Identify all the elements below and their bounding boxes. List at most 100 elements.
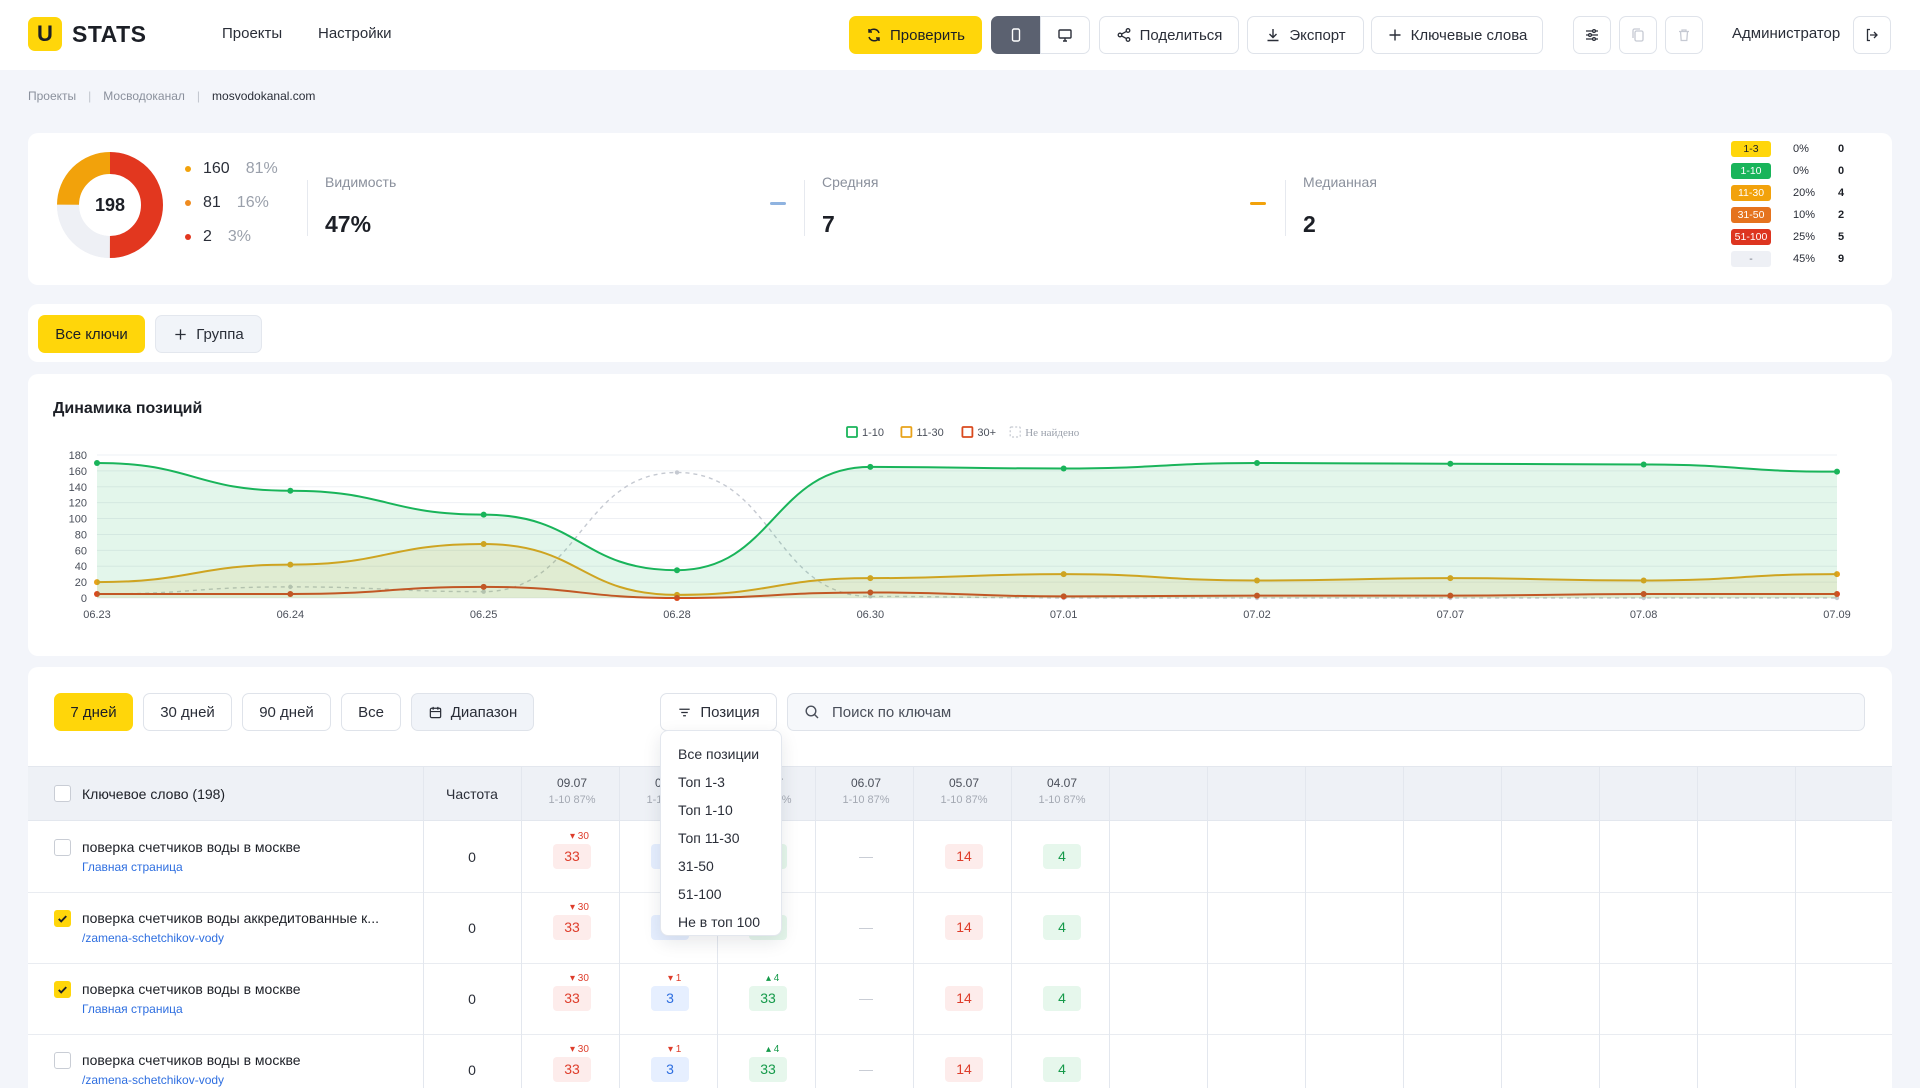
breadcrumb-separator: | (196, 89, 201, 103)
keyword-url-link[interactable]: Главная страница (82, 860, 183, 874)
position-badge[interactable]: 33 (749, 1057, 787, 1082)
range-row: - 45% 9 (1731, 251, 1844, 267)
position-badge[interactable]: 3 (651, 1057, 689, 1082)
position-badge[interactable]: 14 (945, 915, 983, 940)
position-badge[interactable]: 14 (945, 986, 983, 1011)
position-badge[interactable]: 33 (553, 844, 591, 869)
date-column-header[interactable]: 04.07 1-10 87% (1013, 776, 1111, 806)
column-divider (1305, 766, 1306, 1088)
breadcrumb-project[interactable]: Мосводоканал (103, 89, 185, 103)
frequency-value: 0 (468, 1062, 476, 1078)
position-badge[interactable]: 4 (1043, 844, 1081, 869)
plus-icon (1389, 29, 1401, 41)
select-all-checkbox[interactable] (54, 785, 71, 802)
legend-item: 160 81% (185, 160, 278, 178)
date-column-header[interactable]: 06.07 1-10 87% (817, 776, 915, 806)
position-badge[interactable]: 33 (749, 986, 787, 1011)
position-badge[interactable]: 4 (1043, 915, 1081, 940)
mobile-view-button[interactable] (991, 16, 1041, 54)
export-button[interactable]: Экспорт (1247, 16, 1364, 54)
nav-settings[interactable]: Настройки (318, 25, 392, 42)
menu-item-not-in-top-100[interactable]: Не в топ 100 (678, 914, 760, 930)
add-group-button[interactable]: Группа (155, 315, 262, 353)
data-point (1640, 591, 1647, 598)
filters-settings-button[interactable] (1573, 16, 1611, 54)
range-pct: 20% (1793, 187, 1816, 199)
check-button[interactable]: Проверить (849, 16, 982, 54)
keyword-text: поверка счетчиков воды в москве (82, 1052, 301, 1068)
menu-item-all-positions[interactable]: Все позиции (678, 746, 760, 762)
keyword-url-link[interactable]: /zamena-schetchikov-vody (82, 931, 225, 945)
position-badge[interactable]: 4 (1043, 986, 1081, 1011)
position-badge[interactable]: 4 (1043, 1057, 1081, 1082)
search-input[interactable] (832, 703, 1732, 721)
legend-item[interactable]: Не найдено (1009, 426, 1080, 439)
legend-item[interactable]: 11-30 (900, 426, 944, 439)
logo[interactable]: U STATS (28, 17, 146, 51)
keyword-search[interactable] (787, 693, 1865, 731)
keyword-url-link[interactable]: Главная страница (82, 1002, 183, 1016)
period-all-button[interactable]: Все (341, 693, 401, 731)
position-change: ▾ 30 (570, 902, 589, 913)
keyword-url-link[interactable]: /zamena-schetchikov-vody (82, 1073, 225, 1087)
legend-label: 1-10 (862, 427, 884, 439)
legend-swatch (961, 426, 974, 438)
range-count: 9 (1838, 253, 1845, 265)
logout-button[interactable] (1853, 16, 1891, 54)
position-filter-label: Позиция (700, 703, 760, 721)
range-row: 51-100 25% 5 (1731, 229, 1844, 245)
date-column-header[interactable]: 09.07 1-10 87% (523, 776, 621, 806)
row-checkbox[interactable] (54, 981, 71, 998)
range-row: 31-50 10% 2 (1731, 207, 1844, 223)
menu-item-31-50[interactable]: 31-50 (678, 858, 714, 874)
legend-item[interactable]: 30+ (961, 426, 996, 439)
menu-item-top-1-3[interactable]: Топ 1-3 (678, 774, 725, 790)
date-column-header[interactable]: 05.07 1-10 87% (915, 776, 1013, 806)
position-badge[interactable]: 3 (651, 986, 689, 1011)
breadcrumb-projects[interactable]: Проекты (28, 89, 77, 103)
row-checkbox[interactable] (54, 910, 71, 927)
x-tick-label: 07.01 (1050, 609, 1078, 621)
range-pct: 45% (1793, 253, 1816, 265)
add-keywords-button[interactable]: Ключевые слова (1371, 16, 1543, 54)
frequency-column-header[interactable]: Частота (446, 786, 498, 802)
row-checkbox[interactable] (54, 1052, 71, 1069)
nav-projects[interactable]: Проекты (222, 25, 283, 42)
top-header: U STATS Проекты Настройки Проверить Поде… (0, 0, 1920, 70)
range-badge: 11-30 (1731, 185, 1771, 201)
column-divider (1403, 766, 1404, 1088)
desktop-view-button[interactable] (1040, 16, 1090, 54)
period-7-button[interactable]: 7 дней (54, 693, 133, 731)
period-30-button[interactable]: 30 дней (143, 693, 232, 731)
period-90-button[interactable]: 90 дней (242, 693, 331, 731)
copy-button[interactable] (1619, 16, 1657, 54)
legend-item: 2 3% (185, 228, 251, 246)
menu-item-top-1-10[interactable]: Топ 1-10 (678, 802, 733, 818)
data-point (674, 567, 680, 574)
donut-total: 198 (94, 194, 126, 215)
position-change: ▴ 4 (766, 973, 780, 984)
y-tick-label: 0 (81, 593, 87, 605)
no-position-dash (859, 857, 873, 858)
column-divider (1501, 766, 1502, 1088)
position-filter-button[interactable]: Позиция (660, 693, 777, 731)
data-point (868, 594, 873, 599)
menu-item-top-11-30[interactable]: Топ 11-30 (678, 830, 740, 846)
data-point (867, 463, 874, 470)
position-badge[interactable]: 33 (553, 986, 591, 1011)
all-keys-tab[interactable]: Все ключи (38, 315, 145, 353)
range-badge: 1-10 (1731, 163, 1771, 179)
user-name[interactable]: Администратор (1732, 25, 1841, 42)
share-button[interactable]: Поделиться (1099, 16, 1239, 54)
menu-item-51-100[interactable]: 51-100 (678, 886, 722, 902)
position-badge[interactable]: 33 (553, 915, 591, 940)
date-range-button[interactable]: Диапазон (411, 693, 534, 731)
position-badge[interactable]: 33 (553, 1057, 591, 1082)
position-badge[interactable]: 14 (945, 844, 983, 869)
legend-item[interactable]: 1-10 (846, 426, 884, 439)
row-checkbox[interactable] (54, 839, 71, 856)
legend-count: 81 (203, 194, 221, 211)
position-badge[interactable]: 14 (945, 1057, 983, 1082)
delete-button[interactable] (1665, 16, 1703, 54)
keyword-column-header[interactable]: Ключевое слово (198) (82, 786, 226, 802)
